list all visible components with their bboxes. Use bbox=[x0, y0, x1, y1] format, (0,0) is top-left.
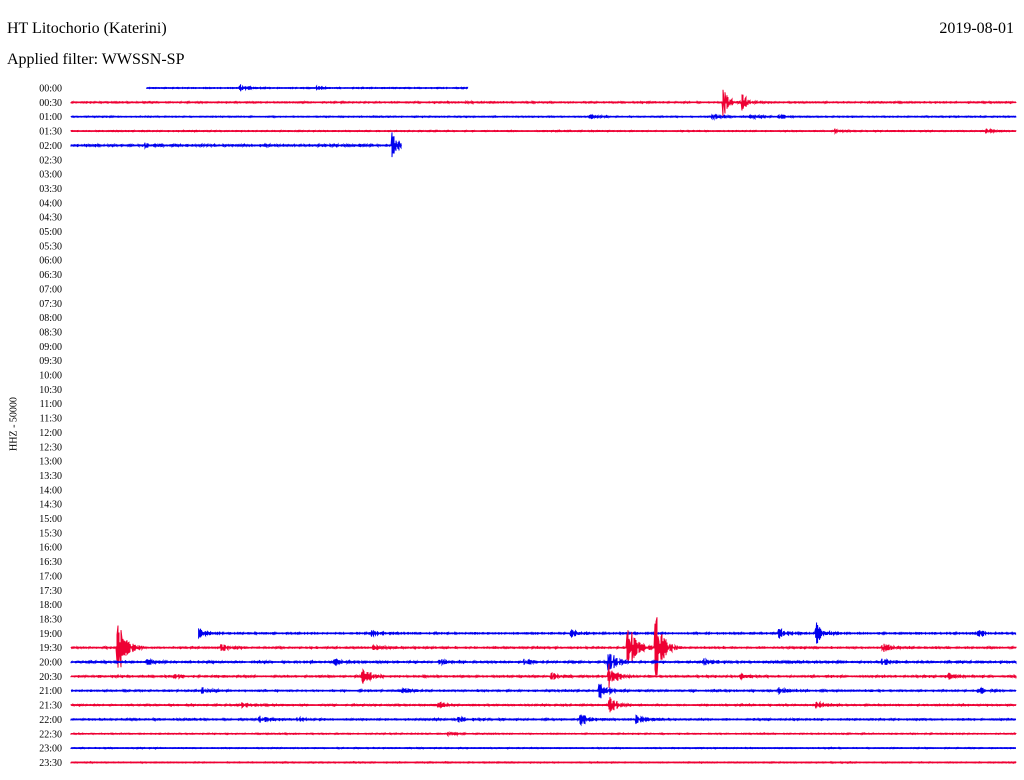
row-label-1130: 11:30 bbox=[40, 414, 62, 425]
row-label-0530: 05:30 bbox=[39, 241, 62, 252]
row-label-2130: 21:30 bbox=[39, 701, 62, 712]
row-label-1700: 17:00 bbox=[39, 571, 62, 582]
row-label-1400: 14:00 bbox=[39, 485, 62, 496]
row-label-1900: 19:00 bbox=[39, 629, 62, 640]
row-label-0930: 09:30 bbox=[39, 356, 62, 367]
row-label-0830: 08:30 bbox=[39, 327, 62, 338]
row-label-0500: 05:00 bbox=[39, 227, 62, 238]
row-label-1300: 13:00 bbox=[39, 457, 62, 468]
filter-label: Applied filter: WWSSN-SP bbox=[7, 51, 185, 68]
row-label-1600: 16:00 bbox=[39, 543, 62, 554]
row-label-0400: 04:00 bbox=[39, 198, 62, 209]
row-label-0430: 04:30 bbox=[39, 213, 62, 224]
row-label-1000: 10:00 bbox=[39, 371, 62, 382]
trace-1930 bbox=[70, 617, 1017, 677]
row-label-1800: 18:00 bbox=[39, 600, 62, 611]
row-label-2200: 22:00 bbox=[39, 715, 62, 726]
row-label-0300: 03:00 bbox=[39, 170, 62, 181]
row-label-0600: 06:00 bbox=[39, 256, 62, 267]
row-label-2230: 22:30 bbox=[39, 729, 62, 740]
date-label: 2019-08-01 bbox=[939, 20, 1014, 37]
row-label-0200: 02:00 bbox=[39, 141, 62, 152]
row-label-1830: 18:30 bbox=[39, 614, 62, 625]
row-label-0130: 01:30 bbox=[39, 127, 62, 138]
row-label-2030: 20:30 bbox=[39, 672, 62, 683]
row-label-1330: 13:30 bbox=[39, 471, 62, 482]
row-label-2000: 20:00 bbox=[39, 658, 62, 669]
row-label-0030: 00:30 bbox=[39, 98, 62, 109]
row-label-1630: 16:30 bbox=[39, 557, 62, 568]
row-label-1500: 15:00 bbox=[39, 514, 62, 525]
row-label-1930: 19:30 bbox=[39, 643, 62, 654]
row-label-0230: 02:30 bbox=[39, 155, 62, 166]
row-label-1430: 14:30 bbox=[39, 500, 62, 511]
row-label-2300: 23:00 bbox=[39, 744, 62, 755]
row-label-0900: 09:00 bbox=[39, 342, 62, 353]
row-label-0000: 00:00 bbox=[39, 84, 62, 95]
row-label-1530: 15:30 bbox=[39, 528, 62, 539]
row-label-2100: 21:00 bbox=[39, 686, 62, 697]
row-label-1200: 12:00 bbox=[39, 428, 62, 439]
row-label-1230: 12:30 bbox=[39, 442, 62, 453]
row-label-0800: 08:00 bbox=[39, 313, 62, 324]
row-label-0630: 06:30 bbox=[39, 270, 62, 281]
row-label-1100: 11:00 bbox=[40, 399, 62, 410]
row-label-2330: 23:30 bbox=[39, 758, 62, 769]
row-label-1730: 17:30 bbox=[39, 586, 62, 597]
station-title: HT Litochorio (Katerini) bbox=[7, 20, 167, 37]
row-label-0100: 01:00 bbox=[39, 112, 62, 123]
row-label-0700: 07:00 bbox=[39, 284, 62, 295]
row-label-0730: 07:30 bbox=[39, 299, 62, 310]
row-label-0330: 03:30 bbox=[39, 184, 62, 195]
row-label-1030: 10:30 bbox=[39, 385, 62, 396]
